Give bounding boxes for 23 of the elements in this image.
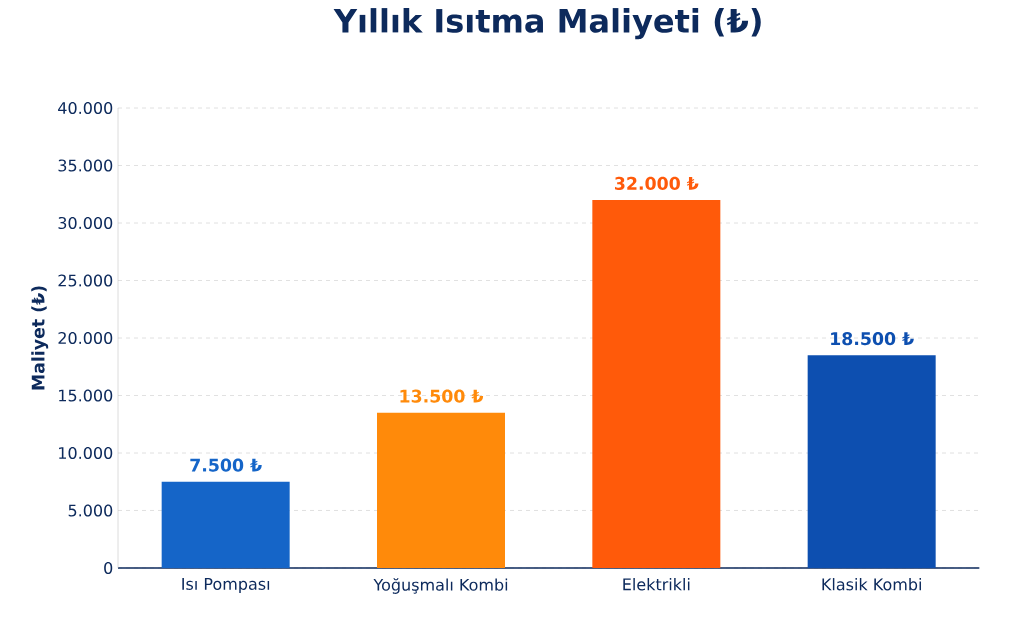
- data-label: 18.500 ₺: [831, 332, 914, 346]
- y-tick-label: 15.000: [59, 389, 113, 402]
- y-tick-label: 30.000: [58, 216, 113, 230]
- bar: [592, 200, 721, 568]
- bar: [377, 412, 505, 568]
- x-tick-label: Isı Pompası: [182, 578, 270, 594]
- y-tick-label: 5.000: [68, 504, 113, 517]
- x-tick-label: Klasik Kombi: [822, 578, 921, 591]
- chart-title: Yıllık Isıtma Maliyeti (₺): [333, 8, 761, 40]
- data-label: 13.500 ₺: [400, 389, 484, 403]
- y-tick-label: 25.000: [58, 274, 113, 287]
- bar: [161, 481, 290, 568]
- bar: [807, 355, 936, 568]
- data-label: 32.000 ₺: [615, 176, 699, 190]
- y-tick-label: 10.000: [59, 446, 113, 460]
- x-tick-label: Elektrikli: [623, 578, 690, 591]
- y-axis-title: Maliyet (₺): [31, 286, 49, 390]
- y-tick-label: 0: [104, 561, 113, 575]
- y-tick-label: 20.000: [58, 331, 113, 345]
- x-tick-label: Yoğuşmalı Kombi: [373, 578, 508, 594]
- y-tick-label: 40.000: [58, 101, 113, 115]
- data-label: 7.500 ₺: [190, 458, 262, 472]
- y-tick-label: 35.000: [58, 159, 113, 172]
